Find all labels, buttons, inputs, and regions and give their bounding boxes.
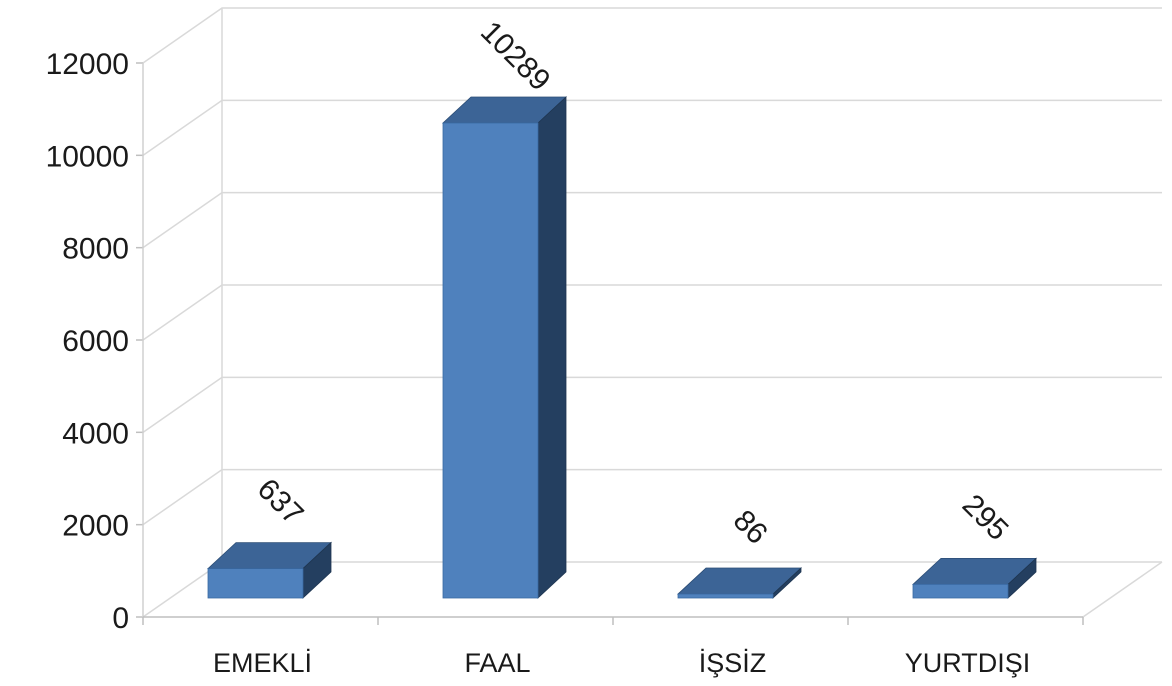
data-label: 637 (251, 473, 310, 532)
data-label: 10289 (474, 15, 556, 97)
y-tick-label: 10000 (46, 140, 129, 173)
bar-front (442, 122, 539, 599)
bar-front (207, 568, 304, 599)
x-category-label: İŞSİZ (699, 647, 767, 678)
data-label: 295 (956, 488, 1015, 547)
y-tick-label: 4000 (62, 417, 129, 450)
bar (676, 567, 803, 599)
bar (206, 541, 333, 599)
axis-layer: 0 2000 4000 6000 8000 10000 12000 EMEKLİ FAAL İŞS… (46, 48, 1084, 678)
y-tick-label: 6000 (62, 325, 129, 358)
x-category-label: YURTDIŞI (905, 648, 1031, 678)
gridline (142, 284, 1162, 341)
floor-right-edge (1082, 561, 1163, 618)
gridline (142, 7, 1162, 64)
gridline (142, 376, 1162, 433)
x-category-label: FAAL (464, 648, 530, 678)
bar (441, 96, 568, 599)
bar (911, 557, 1038, 599)
gridline (142, 99, 1162, 156)
bar-top (676, 567, 803, 595)
bars-layer (206, 96, 1038, 599)
labels-layer: 637 10289 86 295 (251, 15, 1015, 551)
gridline (142, 191, 1162, 249)
bar-side (537, 96, 567, 599)
y-tick-label: 0 (112, 602, 129, 635)
grid-layer (142, 7, 1163, 618)
gridline (142, 468, 1162, 526)
bar-front (677, 593, 774, 599)
y-tick-label: 12000 (46, 48, 129, 81)
bar-front (912, 583, 1009, 599)
y-tick-label: 8000 (62, 233, 129, 266)
x-category-label: EMEKLİ (213, 647, 312, 678)
y-tick-label: 2000 (62, 510, 129, 543)
data-label: 86 (727, 504, 774, 551)
